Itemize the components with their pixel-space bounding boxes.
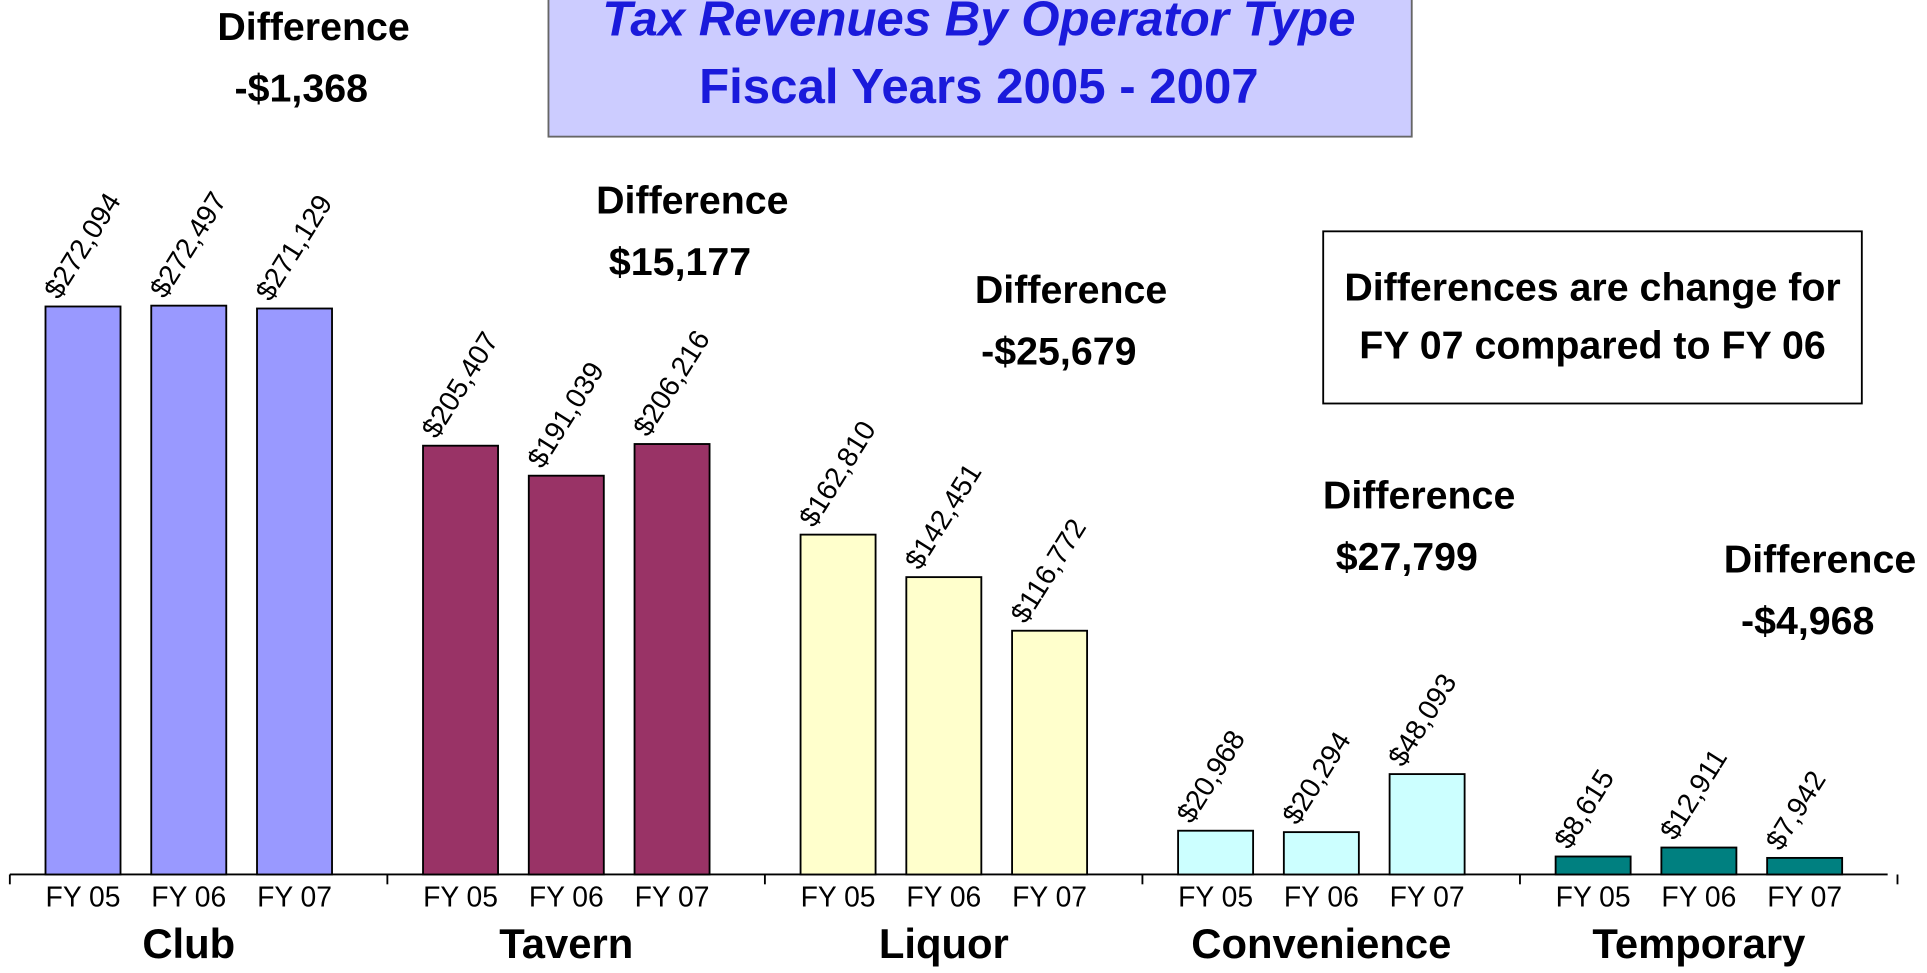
difference-value: $27,799 bbox=[1336, 535, 1478, 579]
x-tick-label: FY 05 bbox=[1556, 881, 1631, 913]
x-tick-label: FY 05 bbox=[46, 881, 121, 913]
difference-value: $15,177 bbox=[609, 240, 751, 284]
value-label: $272,094 bbox=[37, 187, 127, 304]
x-tick-label: FY 07 bbox=[1390, 881, 1465, 913]
bar bbox=[422, 444, 499, 876]
value-label: $20,294 bbox=[1276, 726, 1357, 830]
x-tick-label: FY 06 bbox=[529, 881, 604, 913]
bar bbox=[1388, 773, 1466, 876]
value-label: $20,968 bbox=[1170, 724, 1251, 828]
value-label: $8,615 bbox=[1547, 764, 1620, 854]
bar bbox=[44, 305, 122, 876]
bar bbox=[150, 304, 228, 876]
x-tick-label: FY 07 bbox=[257, 881, 332, 913]
difference-title: Difference bbox=[1323, 474, 1515, 518]
x-tick-label: FY 05 bbox=[1178, 881, 1253, 913]
x-tick-label: FY 07 bbox=[635, 881, 710, 913]
x-tick-label: FY 05 bbox=[423, 881, 498, 913]
group-label: Temporary bbox=[1592, 920, 1806, 967]
value-label: $12,911 bbox=[1653, 743, 1733, 845]
bar bbox=[1660, 846, 1738, 876]
value-label: $48,093 bbox=[1381, 668, 1462, 772]
group-label: Liquor bbox=[879, 920, 1009, 967]
bar bbox=[1554, 855, 1632, 876]
x-tick-label: FY 07 bbox=[1767, 881, 1842, 913]
difference-title: Difference bbox=[596, 178, 788, 222]
chart-title: Tax Revenues By Operator Type bbox=[602, 0, 1355, 46]
group-label: Club bbox=[142, 920, 235, 967]
value-label: $7,942 bbox=[1759, 765, 1832, 855]
x-tick-label: FY 06 bbox=[1661, 881, 1736, 913]
group-label: Convenience bbox=[1191, 920, 1451, 967]
bar bbox=[1177, 829, 1255, 876]
bar bbox=[1282, 831, 1360, 876]
note-line: FY 07 compared to FY 06 bbox=[1359, 324, 1825, 368]
note-line: Differences are change for bbox=[1344, 266, 1840, 310]
group-label: Tavern bbox=[499, 920, 633, 967]
value-label: $142,451 bbox=[898, 457, 988, 574]
bar bbox=[256, 307, 333, 876]
x-tick-label: FY 06 bbox=[151, 881, 226, 913]
difference-value: -$25,679 bbox=[981, 330, 1136, 374]
chart-subtitle: Fiscal Years 2005 - 2007 bbox=[699, 59, 1259, 114]
value-label: $116,772 bbox=[1004, 513, 1093, 628]
value-label: $272,497 bbox=[143, 186, 233, 303]
value-label: $162,810 bbox=[792, 415, 882, 532]
bar bbox=[1766, 856, 1844, 876]
difference-value: -$1,368 bbox=[235, 67, 368, 111]
difference-title: Difference bbox=[217, 5, 409, 49]
difference-title: Difference bbox=[975, 268, 1167, 312]
bar bbox=[1011, 629, 1089, 876]
value-label: $191,039 bbox=[520, 356, 610, 473]
x-tick-label: FY 07 bbox=[1012, 881, 1087, 913]
difference-value: -$4,968 bbox=[1741, 599, 1874, 643]
value-label: $271,129 bbox=[249, 189, 339, 306]
title-box bbox=[547, 0, 1413, 138]
difference-title: Difference bbox=[1724, 538, 1916, 582]
bar bbox=[799, 533, 877, 876]
x-tick-label: FY 06 bbox=[1284, 881, 1359, 913]
note-box bbox=[1322, 230, 1863, 405]
bar bbox=[527, 474, 605, 876]
value-label: $206,216 bbox=[626, 324, 716, 441]
bar bbox=[905, 576, 983, 876]
x-tick-label: FY 05 bbox=[801, 881, 876, 913]
bar bbox=[633, 443, 711, 876]
x-tick-label: FY 06 bbox=[906, 881, 981, 913]
value-label: $205,407 bbox=[415, 326, 505, 443]
